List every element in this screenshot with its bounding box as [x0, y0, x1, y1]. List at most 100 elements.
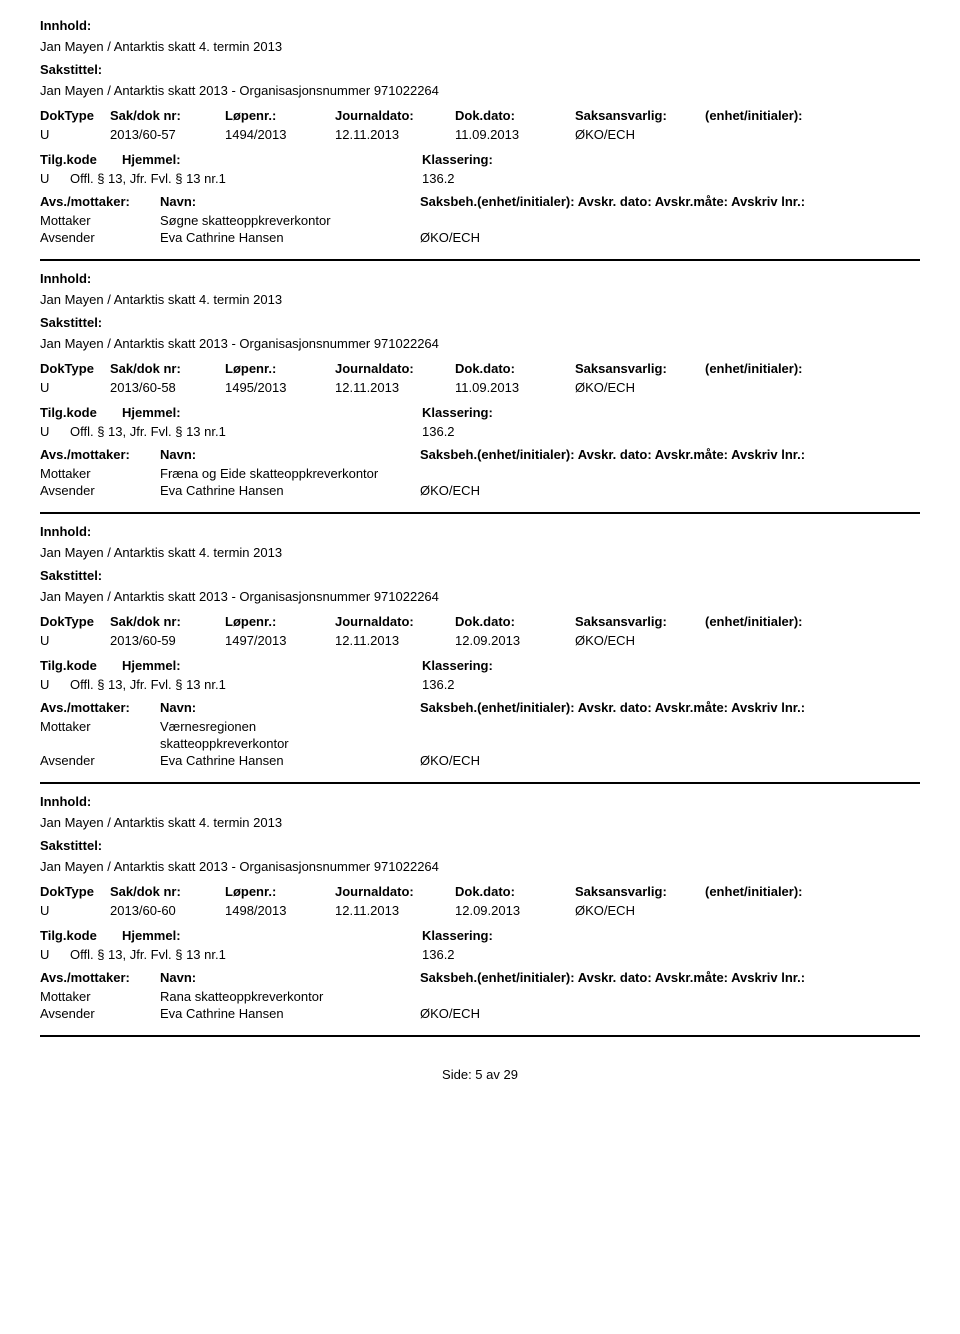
val-hjemmel: Offl. § 13, Jfr. Fvl. § 13 nr.1 [70, 677, 422, 692]
col-saksbeh: Saksbeh.(enhet/initialer): Avskr. dato: … [420, 970, 920, 985]
val-saksansvarlig: ØKO/ECH [575, 127, 705, 142]
hjemmel-header-row: Tilg.kode Hjemmel: Klassering: [40, 405, 920, 420]
col-journaldato: Journaldato: [335, 884, 455, 899]
record-divider [40, 259, 920, 261]
avsender-role: Avsender [40, 230, 160, 245]
col-saksansvarlig: Saksansvarlig: [575, 614, 705, 629]
avsender-code: ØKO/ECH [420, 1006, 680, 1021]
mottaker-role: Mottaker [40, 719, 160, 734]
col-saksansvarlig: Saksansvarlig: [575, 884, 705, 899]
innhold-label: Innhold: [40, 794, 920, 809]
val-saksansvarlig: ØKO/ECH [575, 903, 705, 918]
val-saksansvarlig: ØKO/ECH [575, 633, 705, 648]
avsender-code: ØKO/ECH [420, 230, 680, 245]
innhold-text: Jan Mayen / Antarktis skatt 4. termin 20… [40, 39, 920, 54]
sakstittel-text: Jan Mayen / Antarktis skatt 2013 - Organ… [40, 83, 920, 98]
avsender-row: Avsender Eva Cathrine Hansen ØKO/ECH [40, 230, 920, 245]
mottaker-row: Mottaker Værnesregionen [40, 719, 920, 734]
avs-header-row: Avs./mottaker: Navn: Saksbeh.(enhet/init… [40, 447, 920, 462]
col-tilgkode: Tilg.kode [40, 152, 122, 167]
col-avsmottaker: Avs./mottaker: [40, 970, 160, 985]
hjemmel-header-row: Tilg.kode Hjemmel: Klassering: [40, 658, 920, 673]
val-doktype: U [40, 903, 110, 918]
val-hjemmel: Offl. § 13, Jfr. Fvl. § 13 nr.1 [70, 171, 422, 186]
mottaker-name: Søgne skatteoppkreverkontor [160, 213, 420, 228]
col-doktype: DokType [40, 614, 110, 629]
val-klassering: 136.2 [422, 677, 722, 692]
mottaker-role: Mottaker [40, 466, 160, 481]
val-journaldato: 12.11.2013 [335, 633, 455, 648]
record-block: Innhold: Jan Mayen / Antarktis skatt 4. … [40, 794, 920, 1021]
col-sakdok: Sak/dok nr: [110, 108, 225, 123]
mottaker-name: Rana skatteoppkreverkontor [160, 989, 420, 1004]
val-dokdato: 12.09.2013 [455, 903, 575, 918]
col-avsmottaker: Avs./mottaker: [40, 447, 160, 462]
val-tilgkode: U [40, 677, 70, 692]
doc-header-row: DokType Sak/dok nr: Løpenr.: Journaldato… [40, 884, 920, 899]
col-dokdato: Dok.dato: [455, 884, 575, 899]
val-tilgkode: U [40, 947, 70, 962]
record-divider [40, 1035, 920, 1037]
col-hjemmel: Hjemmel: [122, 152, 422, 167]
val-lopenr: 1495/2013 [225, 380, 335, 395]
col-navn: Navn: [160, 970, 420, 985]
mottaker-name: Værnesregionen [160, 719, 420, 734]
hjemmel-data-row: U Offl. § 13, Jfr. Fvl. § 13 nr.1 136.2 [40, 424, 920, 439]
avsender-role: Avsender [40, 753, 160, 768]
innhold-label: Innhold: [40, 271, 920, 286]
doc-header-row: DokType Sak/dok nr: Løpenr.: Journaldato… [40, 361, 920, 376]
avsender-row: Avsender Eva Cathrine Hansen ØKO/ECH [40, 1006, 920, 1021]
col-tilgkode: Tilg.kode [40, 928, 122, 943]
col-avsmottaker: Avs./mottaker: [40, 194, 160, 209]
val-sakdok: 2013/60-60 [110, 903, 225, 918]
sakstittel-text: Jan Mayen / Antarktis skatt 2013 - Organ… [40, 589, 920, 604]
val-hjemmel: Offl. § 13, Jfr. Fvl. § 13 nr.1 [70, 424, 422, 439]
col-hjemmel: Hjemmel: [122, 928, 422, 943]
val-enhet [705, 127, 885, 142]
col-klassering: Klassering: [422, 928, 722, 943]
col-avsmottaker: Avs./mottaker: [40, 700, 160, 715]
col-doktype: DokType [40, 884, 110, 899]
col-dokdato: Dok.dato: [455, 361, 575, 376]
col-enhet: (enhet/initialer): [705, 361, 885, 376]
val-lopenr: 1497/2013 [225, 633, 335, 648]
val-dokdato: 11.09.2013 [455, 127, 575, 142]
avsender-name: Eva Cathrine Hansen [160, 230, 420, 245]
col-journaldato: Journaldato: [335, 108, 455, 123]
mottaker-role: Mottaker [40, 989, 160, 1004]
col-enhet: (enhet/initialer): [705, 614, 885, 629]
val-dokdato: 12.09.2013 [455, 633, 575, 648]
hjemmel-data-row: U Offl. § 13, Jfr. Fvl. § 13 nr.1 136.2 [40, 171, 920, 186]
sakstittel-text: Jan Mayen / Antarktis skatt 2013 - Organ… [40, 859, 920, 874]
col-saksbeh: Saksbeh.(enhet/initialer): Avskr. dato: … [420, 194, 920, 209]
val-sakdok: 2013/60-57 [110, 127, 225, 142]
col-saksbeh: Saksbeh.(enhet/initialer): Avskr. dato: … [420, 447, 920, 462]
col-enhet: (enhet/initialer): [705, 884, 885, 899]
col-saksansvarlig: Saksansvarlig: [575, 108, 705, 123]
mottaker-row: Mottaker Søgne skatteoppkreverkontor [40, 213, 920, 228]
avsender-code: ØKO/ECH [420, 483, 680, 498]
avsender-row: Avsender Eva Cathrine Hansen ØKO/ECH [40, 753, 920, 768]
val-hjemmel: Offl. § 13, Jfr. Fvl. § 13 nr.1 [70, 947, 422, 962]
doc-data-row: U 2013/60-58 1495/2013 12.11.2013 11.09.… [40, 380, 920, 395]
val-journaldato: 12.11.2013 [335, 380, 455, 395]
innhold-label: Innhold: [40, 18, 920, 33]
sakstittel-label: Sakstittel: [40, 568, 920, 583]
col-klassering: Klassering: [422, 658, 722, 673]
col-doktype: DokType [40, 108, 110, 123]
mottaker-extra [420, 719, 680, 734]
avs-header-row: Avs./mottaker: Navn: Saksbeh.(enhet/init… [40, 700, 920, 715]
avsender-name: Eva Cathrine Hansen [160, 483, 420, 498]
mottaker-role: Mottaker [40, 213, 160, 228]
col-tilgkode: Tilg.kode [40, 405, 122, 420]
col-dokdato: Dok.dato: [455, 108, 575, 123]
val-klassering: 136.2 [422, 424, 722, 439]
col-saksbeh: Saksbeh.(enhet/initialer): Avskr. dato: … [420, 700, 920, 715]
mottaker-role-empty [40, 736, 160, 751]
val-tilgkode: U [40, 424, 70, 439]
avsender-name: Eva Cathrine Hansen [160, 1006, 420, 1021]
avsender-name: Eva Cathrine Hansen [160, 753, 420, 768]
val-doktype: U [40, 380, 110, 395]
col-navn: Navn: [160, 700, 420, 715]
record-divider [40, 512, 920, 514]
